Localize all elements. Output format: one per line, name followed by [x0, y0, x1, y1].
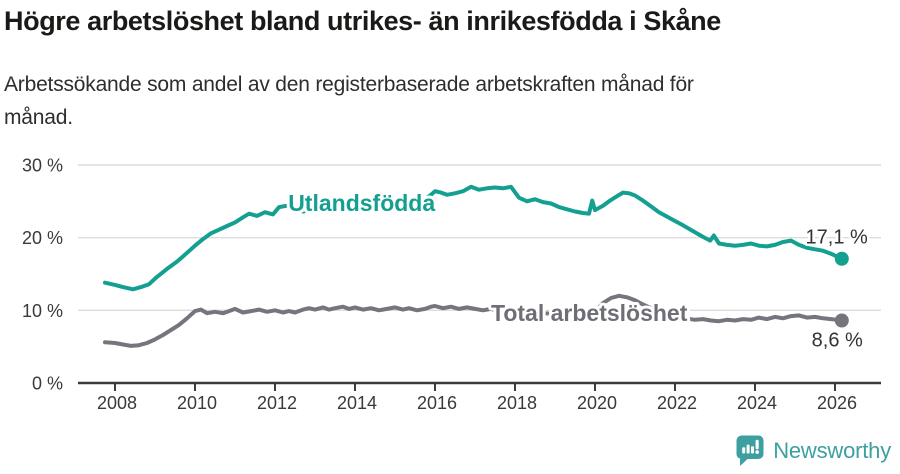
x-tick-label-2014: 2014 — [337, 393, 377, 413]
x-tick-label-2024: 2024 — [737, 393, 777, 413]
exclamation-stem — [755, 439, 759, 450]
bar1 — [742, 447, 746, 454]
x-tick-label-2008: 2008 — [97, 393, 137, 413]
series-end-dot-total — [834, 313, 849, 328]
end-value-label-utlandsfodda: 17,1 % — [806, 227, 868, 249]
speech-bubble-shape — [736, 435, 764, 466]
bar3 — [751, 446, 755, 454]
newsworthy-logo-icon — [736, 435, 764, 466]
exclamation-dot — [755, 450, 760, 454]
chart-title: Högre arbetslöshet bland utrikes- än inr… — [4, 6, 721, 36]
x-tick-label-2026: 2026 — [817, 393, 857, 413]
bar2 — [746, 444, 750, 454]
chart-subtitle: Arbetssökande som andel av den registerb… — [4, 68, 864, 134]
y-tick-label-10: 10 % — [22, 301, 63, 321]
chart-subtitle-line1: Arbetssökande som andel av den registerb… — [4, 73, 694, 96]
end-value-label-total: 8,6 % — [812, 330, 863, 352]
y-tick-label-20: 20 % — [22, 228, 63, 248]
series-line-utlandsfodda — [103, 184, 844, 292]
x-tick-label-2010: 2010 — [177, 393, 217, 413]
y-tick-label-0: 0 % — [32, 374, 63, 394]
series-label-utlandsfodda: Utlandsfödda — [288, 190, 435, 216]
series-end-dot-utlandsfodda — [834, 251, 849, 266]
brand-footer[interactable]: Newsworthy — [735, 434, 891, 467]
chart-subtitle-line2: månad. — [4, 106, 73, 129]
series-line-total — [103, 293, 844, 348]
x-tick-label-2022: 2022 — [657, 393, 697, 413]
x-tick-label-2012: 2012 — [257, 393, 297, 413]
x-tick-label-2018: 2018 — [497, 393, 537, 413]
series-label-total: Total arbetslöshet — [491, 300, 688, 326]
x-tick-label-2020: 2020 — [577, 393, 617, 413]
x-tick-label-2016: 2016 — [417, 393, 457, 413]
y-tick-label-30: 30 % — [22, 155, 63, 175]
brand-name: Newsworthy — [773, 437, 891, 463]
